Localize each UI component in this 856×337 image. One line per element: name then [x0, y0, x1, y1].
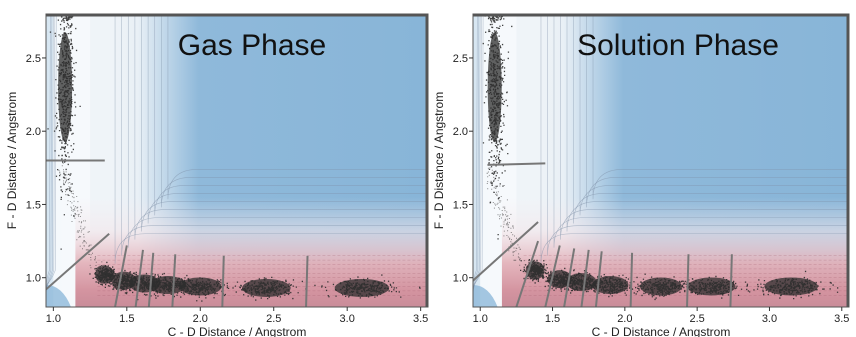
trajectory-density: [334, 278, 390, 297]
corner-region: [46, 285, 71, 307]
contour-line: [154, 14, 428, 216]
chart-title: Solution Phase: [577, 29, 779, 62]
x-tick-label: 1.0: [46, 313, 61, 325]
trajectory-cluster: [223, 276, 307, 301]
dividing-line: [544, 245, 561, 307]
dividing-line: [594, 251, 603, 307]
dividing-line: [515, 240, 540, 307]
corner-region: [473, 285, 498, 307]
trajectory-density: [592, 276, 629, 295]
x-tick-label: 3.0: [762, 313, 777, 325]
contour-line: [161, 14, 428, 208]
dividing-line: [134, 249, 144, 307]
y-tick-label: 1.0: [453, 273, 468, 285]
y-axis-label: F - D Distance / Angstrom: [5, 92, 19, 229]
x-tick-label: 2.5: [266, 313, 281, 325]
trajectory-density: [687, 277, 736, 296]
trajectory-density: [178, 277, 222, 296]
trajectory-density: [487, 32, 502, 143]
x-tick-label: 3.0: [340, 313, 355, 325]
contour-line: [121, 14, 428, 256]
trajectory-cluster: [314, 274, 421, 299]
y-axis-label: F - D Distance / Angstrom: [432, 92, 446, 229]
trajectory-cluster: [47, 14, 81, 250]
trajectory-density: [149, 276, 187, 295]
contour-line: [566, 14, 849, 232]
contour-line: [114, 14, 428, 264]
x-tick-label: 2.0: [617, 313, 632, 325]
dividing-line: [729, 254, 733, 307]
trajectory-cluster: [143, 272, 198, 299]
x-tick-label: 1.0: [473, 313, 488, 325]
trajectory-tail: [486, 167, 525, 266]
dividing-line: [686, 254, 690, 307]
contour-line: [167, 14, 428, 200]
trajectory-cluster: [674, 275, 755, 299]
chart-panel-1: 1.0 1.5 2.0 2.5 3.0 3.51.01.52.02.5C - D Dist…: [432, 13, 850, 337]
contour-line: [592, 14, 849, 200]
trajectory-density: [242, 278, 291, 297]
contour-line: [141, 14, 428, 232]
trajectory-density: [640, 277, 682, 296]
x-tick-label: 2.5: [690, 313, 705, 325]
contour-line: [46, 14, 51, 297]
contour-line: [134, 14, 428, 240]
y-tick-label: 2.0: [26, 126, 41, 138]
x-tick-label: 2.0: [193, 313, 208, 325]
contour-line: [147, 14, 428, 224]
y-tick-label: 1.0: [26, 273, 41, 285]
dividing-line: [147, 252, 155, 307]
y-tick-label: 2.0: [453, 126, 468, 138]
trajectory-cluster: [482, 14, 513, 240]
dividing-line: [46, 232, 110, 291]
contour-line: [579, 14, 849, 216]
dividing-line: [171, 254, 177, 307]
trajectory-cluster: [168, 274, 228, 302]
dividing-line: [473, 221, 539, 282]
x-axis-label: C - D Distance / Angstrom: [168, 325, 307, 337]
x-axis-label: C - D Distance / Angstrom: [592, 325, 731, 337]
trajectory-density: [566, 273, 597, 292]
energy-surface: [46, 14, 428, 307]
dividing-line: [221, 255, 225, 307]
dividing-line: [563, 248, 576, 307]
dividing-line: [114, 245, 128, 307]
y-tick-label: 2.5: [26, 53, 41, 65]
contour-line: [573, 14, 849, 224]
trajectory-density: [764, 277, 818, 296]
y-tick-label: 2.5: [453, 53, 468, 65]
contour-line: [547, 14, 849, 256]
y-tick-label: 1.5: [453, 199, 468, 211]
contour-line: [127, 14, 428, 248]
x-tick-label: 1.5: [545, 313, 560, 325]
contour-line: [560, 14, 849, 240]
dividing-line: [580, 249, 590, 307]
x-tick-label: 3.5: [413, 313, 428, 325]
dividing-line: [305, 255, 309, 307]
chart-title: Gas Phase: [178, 29, 326, 62]
x-tick-label: 3.5: [834, 313, 849, 325]
dividing-line: [487, 162, 546, 166]
energy-surface: [473, 14, 849, 307]
x-tick-label: 1.5: [119, 313, 134, 325]
contour-line: [586, 14, 849, 208]
trajectory-cluster: [746, 270, 839, 300]
dividing-line: [629, 252, 634, 307]
contour-line: [553, 14, 849, 248]
trajectory-density: [58, 32, 73, 143]
chart-panel-0: 1.0 1.5 2.0 2.5 3.0 3.51.01.52.02.5C - D Dist…: [5, 13, 429, 337]
y-tick-label: 1.5: [26, 199, 41, 211]
trajectory-cluster: [635, 273, 698, 301]
